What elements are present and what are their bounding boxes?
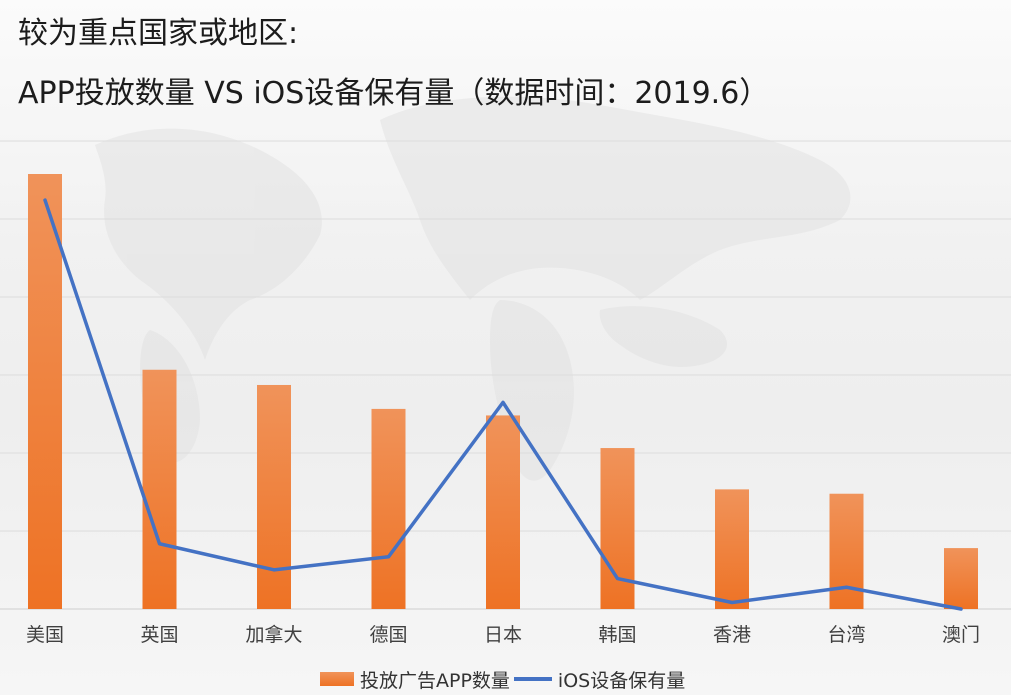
bar-6 <box>600 448 635 609</box>
line-point-5 <box>501 400 505 404</box>
line-point-9 <box>959 607 963 611</box>
bar-3 <box>257 384 291 609</box>
line-point-2 <box>158 542 161 546</box>
x-axis-labels: 美国 英国 加拿大 德国 日本 韩国 香港 台湾 澳门 <box>26 623 980 646</box>
legend-line-swatch <box>513 677 552 681</box>
bar-7 <box>715 489 749 609</box>
world-map-watermark <box>95 96 851 481</box>
legend-bar-label: 投放广告APP数量 <box>360 669 510 692</box>
x-tick-label: 加拿大 <box>245 623 302 646</box>
legend-line-label: iOS设备保有量 <box>557 669 686 692</box>
x-tick-label: 美国 <box>26 624 64 646</box>
x-tick-label: 香港 <box>713 624 751 646</box>
bar-9 <box>944 548 978 609</box>
legend-item-bar: 投放广告APP数量 <box>320 666 510 693</box>
line-point-8 <box>845 585 848 589</box>
line-point-1 <box>43 198 47 202</box>
bar-1 <box>28 174 62 609</box>
x-tick-label: 韩国 <box>598 624 636 646</box>
x-tick-label: 台湾 <box>827 624 865 646</box>
line-point-3 <box>272 568 276 572</box>
bar-4 <box>371 408 406 609</box>
bar-2 <box>142 369 177 609</box>
x-tick-label: 澳门 <box>942 624 980 646</box>
legend: 投放广告APP数量 iOS设备保有量 <box>320 664 685 694</box>
bar-8 <box>829 493 864 609</box>
bar-5 <box>486 415 520 609</box>
chart-title-line2: APP投放数量 VS iOS设备保有量（数据时间：2019.6） <box>18 76 770 111</box>
legend-item-line: iOS设备保有量 <box>510 666 685 693</box>
x-tick-label: 日本 <box>484 624 522 646</box>
bar-series <box>28 174 978 609</box>
chart-title-line1: 较为重点国家或地区: <box>18 16 299 51</box>
line-point-7 <box>730 600 734 604</box>
line-point-6 <box>616 577 619 581</box>
line-series <box>43 198 963 611</box>
line-point-4 <box>387 555 390 559</box>
legend-bar-swatch <box>320 672 354 686</box>
x-tick-label: 德国 <box>369 624 407 646</box>
x-tick-label: 英国 <box>140 624 178 646</box>
